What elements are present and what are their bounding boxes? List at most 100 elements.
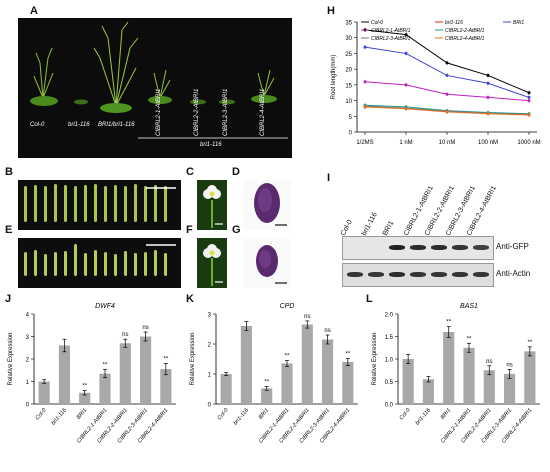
- band-gfp: [431, 245, 447, 250]
- bar: [483, 370, 495, 404]
- label-bri1-complement: BRI1/bri1-116: [98, 122, 135, 128]
- panel-label-e: E: [5, 224, 13, 236]
- data-point: [527, 95, 531, 99]
- legend-entry: CIBRL2-2-AtBRI1: [445, 28, 485, 34]
- seed-drawing-g: [256, 245, 287, 284]
- significance-label: **: [164, 357, 169, 363]
- silique-drawing-e: [24, 244, 176, 276]
- y-tick-label: 0.5: [385, 380, 394, 386]
- data-point: [445, 73, 449, 77]
- legend-entry: CIBRL2-4-AtBRI1: [445, 36, 485, 42]
- x-tick-label: Col-0: [217, 407, 231, 422]
- bar: [119, 343, 131, 404]
- y-axis-label: Relative Expression: [190, 332, 196, 385]
- chart-title: CPD: [280, 303, 295, 310]
- wb-lane-label: Col-0: [339, 218, 354, 237]
- panel-label-b: B: [5, 166, 13, 178]
- data-point: [445, 92, 449, 96]
- series-line: [364, 46, 530, 98]
- label-cibrl2-4: CIBRL2-4-AtBRI1: [260, 88, 266, 136]
- band-actin: [431, 272, 447, 277]
- panel-label-c: C: [186, 166, 194, 178]
- y-tick-label: 5: [349, 115, 353, 121]
- significance-label: **: [528, 340, 533, 346]
- western-blot-panel: Col-0 bri1-116 BRI1 CIBRL2-1-AtBRI1 CIBRL2-2…: [330, 172, 548, 290]
- bar: [160, 369, 172, 404]
- band-gfp: [389, 245, 405, 250]
- band-actin: [389, 272, 405, 277]
- x-tick-label: bri1-116: [233, 407, 251, 427]
- significance-label: ns: [122, 332, 128, 338]
- data-point: [445, 61, 449, 65]
- y-tick-label: 3: [208, 313, 212, 319]
- flower-drawing-c: [203, 185, 223, 228]
- bar: [524, 351, 536, 404]
- bar: [463, 347, 475, 404]
- x-tick-label: Col-0: [35, 407, 49, 422]
- data-point: [486, 95, 490, 99]
- bas1-expression-bar-chart: BAS1 0.0 0.5 1.0 1.5 2.0 Relative Expression Co…: [372, 303, 540, 445]
- band-gfp: [410, 245, 426, 250]
- y-tick-label: 30: [345, 36, 352, 42]
- bar: [422, 379, 435, 404]
- data-point: [486, 73, 490, 77]
- panel-label-k: K: [186, 293, 194, 305]
- bar: [281, 363, 293, 404]
- x-tick-label: 1000 nM: [517, 140, 540, 146]
- x-tick-label: BRI1: [76, 407, 88, 420]
- plant-phenotype-photo: Col-0 bri1-116 BRI1/bri1-116 CIBRL2-1-At…: [18, 18, 292, 158]
- data-point: [486, 112, 490, 116]
- y-tick-label: 25: [345, 52, 352, 58]
- significance-label: ns: [142, 325, 148, 331]
- band-actin: [368, 272, 384, 277]
- data-point: [363, 105, 367, 109]
- silique-photo-b: [18, 180, 181, 230]
- x-tick-label: 1 nM: [399, 140, 412, 146]
- significance-label: ns: [304, 314, 310, 320]
- y-tick-label: 2: [26, 358, 30, 364]
- bar: [402, 359, 414, 404]
- group-label-bri1-116: bri1-116: [200, 142, 222, 148]
- legend-entry: Col-0: [371, 20, 383, 26]
- y-tick-label: 35: [345, 21, 352, 27]
- panel-label-g: G: [232, 224, 241, 236]
- legend-entry: bri1-116: [445, 20, 463, 26]
- data-point: [486, 81, 490, 85]
- band-gfp: [473, 245, 489, 250]
- data-point: [404, 107, 408, 111]
- significance-label: **: [446, 320, 451, 326]
- x-tick-label: Col-0: [399, 407, 413, 422]
- data-point: [404, 51, 408, 55]
- bar: [139, 336, 152, 404]
- significance-label: **: [467, 336, 472, 342]
- y-tick-label: 1: [208, 373, 212, 379]
- band-actin: [347, 272, 363, 277]
- x-tick-label: 10 nM: [439, 140, 456, 146]
- root-length-line-chart: 0 5 10 15 20 25 30 35 1/2MS 1 nM 10 nM 100 nM 1000 n…: [331, 20, 541, 146]
- silique-drawing-b: [24, 184, 176, 222]
- band-actin: [410, 272, 426, 277]
- band-gfp: [452, 245, 468, 250]
- y-tick-label: 2.0: [385, 313, 394, 319]
- y-axis-label: Root length(mm): [331, 55, 337, 100]
- label-cibrl2-3: CIBRL2-3-AtBRI1: [223, 88, 229, 136]
- significance-label: **: [346, 351, 351, 357]
- y-tick-label: 4: [26, 313, 30, 319]
- y-tick-label: 0.0: [385, 403, 394, 409]
- panel-label-i: I: [327, 172, 331, 184]
- x-tick-label: 1/2MS: [356, 140, 373, 146]
- bar: [220, 374, 232, 404]
- panel-label-f: F: [186, 224, 193, 236]
- y-tick-label: 0: [26, 403, 30, 409]
- series-line: [364, 81, 530, 102]
- significance-label: **: [285, 354, 290, 360]
- panel-label-d: D: [232, 166, 240, 178]
- significance-label: ns: [486, 359, 492, 365]
- label-col0: Col-0: [30, 122, 45, 128]
- panel-label-h: H: [327, 5, 335, 17]
- y-tick-label: 0: [208, 403, 212, 409]
- seed-photo-g: [243, 238, 291, 288]
- legend-entry: CIBRL2-3-AtBRI1: [371, 36, 411, 42]
- band-actin: [473, 272, 489, 277]
- data-point: [363, 80, 367, 84]
